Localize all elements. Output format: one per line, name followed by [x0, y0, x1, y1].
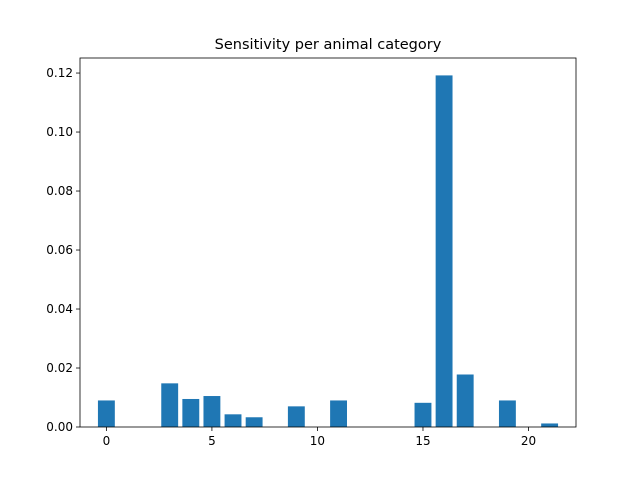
x-tick-label: 20 — [521, 434, 536, 448]
y-tick-label: 0.10 — [46, 125, 73, 139]
bar-9 — [287, 406, 305, 427]
y-tick-label: 0.12 — [46, 66, 73, 80]
bars-group — [97, 75, 559, 427]
y-tick-label: 0.02 — [46, 361, 73, 375]
bar-21 — [541, 423, 559, 427]
chart-title: Sensitivity per animal category — [215, 37, 442, 53]
bar-11 — [330, 400, 347, 427]
bar-4 — [182, 398, 200, 427]
y-tick-label: 0.04 — [46, 302, 73, 316]
x-tick-label: 5 — [208, 434, 216, 448]
x-tick-label: 10 — [310, 434, 325, 448]
bar-19 — [498, 400, 516, 427]
bar-16 — [435, 75, 453, 427]
bar-15 — [414, 402, 432, 427]
bar-6 — [224, 414, 242, 427]
bar-7 — [245, 417, 263, 427]
bar-3 — [161, 383, 179, 427]
y-tick-label: 0.06 — [46, 243, 73, 257]
plot-frame — [79, 57, 577, 428]
y-axis: 0.00 0.02 0.04 0.06 0.08 0.10 0.12 — [46, 66, 80, 434]
bar-17 — [456, 374, 474, 427]
y-tick-label: 0.08 — [46, 184, 73, 198]
bar-5 — [203, 396, 221, 427]
x-tick-label: 15 — [415, 434, 430, 448]
x-axis: 0 5 10 15 20 — [103, 427, 536, 448]
y-tick-label: 0.00 — [46, 420, 73, 434]
bar-0 — [97, 400, 115, 427]
x-tick-label: 0 — [103, 434, 111, 448]
